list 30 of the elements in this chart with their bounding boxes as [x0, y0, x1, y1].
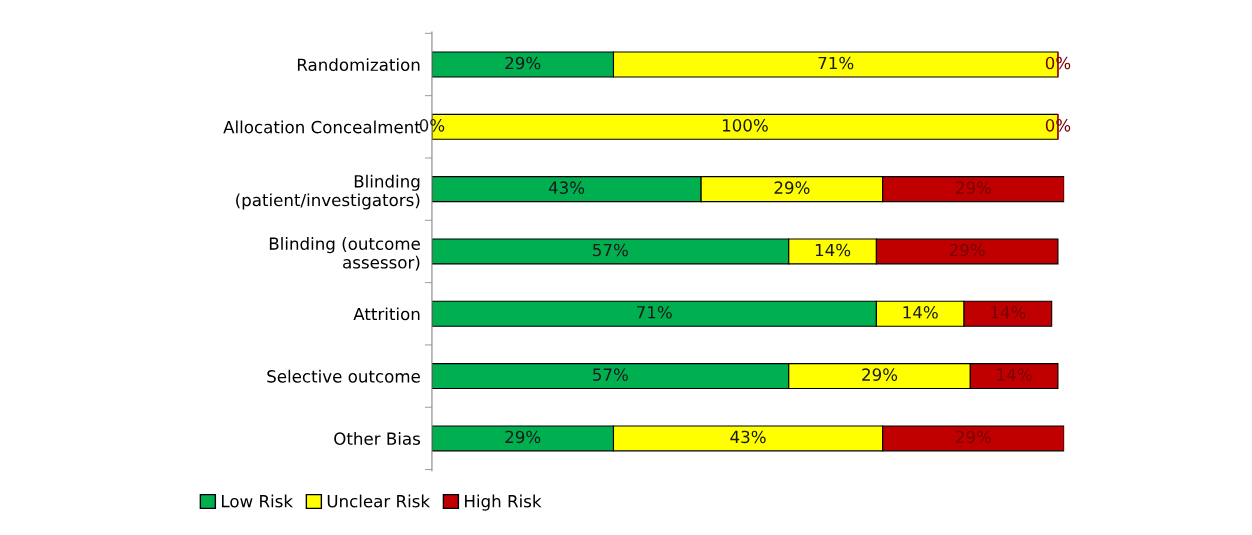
- legend-label: High Risk: [465, 494, 542, 511]
- y-tick-label: Attrition: [353, 307, 420, 321]
- data-label: 0%: [1045, 119, 1071, 132]
- y-tick-label: Randomization: [297, 58, 420, 72]
- data-label: 29%: [774, 181, 810, 194]
- y-tick-label: Selective outcome: [267, 369, 420, 383]
- data-label: 43%: [730, 430, 766, 444]
- data-label: 14%: [815, 243, 851, 257]
- y-tick-label: Other Bias: [334, 432, 421, 445]
- data-label: 29%: [505, 430, 541, 444]
- data-label: 29%: [949, 243, 985, 257]
- data-label: 14%: [991, 305, 1026, 319]
- legend-label: Low Risk: [221, 494, 293, 508]
- data-label: 71%: [818, 56, 854, 70]
- legend-label: Unclear Risk: [327, 494, 431, 508]
- data-label: 100%: [722, 119, 768, 132]
- data-label: 14%: [903, 305, 938, 319]
- data-label: 29%: [505, 56, 541, 70]
- y-tick-label: Blinding (outcome assessor): [269, 237, 420, 271]
- data-label: 14%: [997, 368, 1032, 381]
- data-label: 71%: [637, 305, 672, 319]
- data-label: 29%: [862, 368, 898, 381]
- y-tick-label: Blinding (patient/investigators): [236, 174, 420, 210]
- data-label: 57%: [593, 368, 628, 381]
- data-label: 43%: [548, 181, 585, 194]
- data-label: 29%: [956, 430, 992, 444]
- data-label: 29%: [956, 181, 992, 194]
- data-label: 57%: [593, 243, 628, 257]
- y-tick-label: Allocation Concealment: [223, 120, 421, 134]
- data-label: 0%: [1045, 56, 1071, 70]
